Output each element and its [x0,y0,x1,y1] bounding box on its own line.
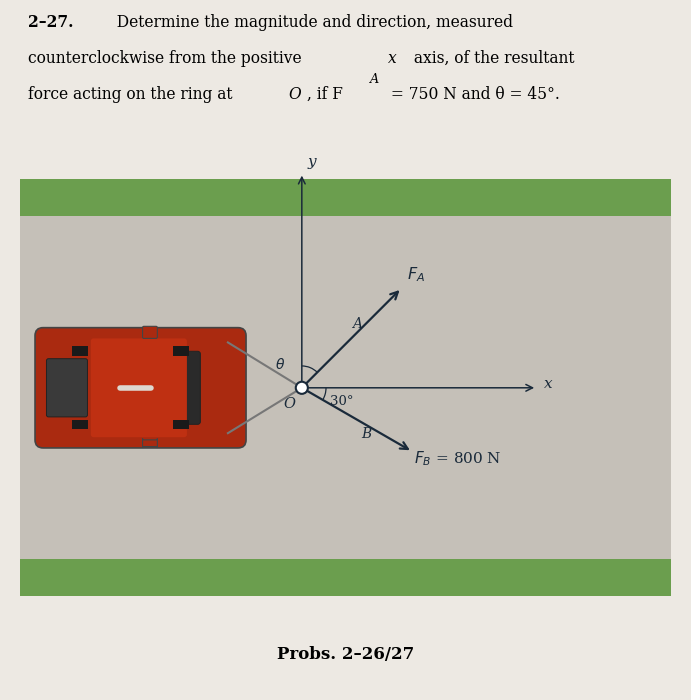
FancyBboxPatch shape [46,358,88,417]
Text: axis, of the resultant: axis, of the resultant [409,50,575,67]
FancyBboxPatch shape [35,328,246,448]
Text: 30°: 30° [330,395,354,407]
Text: $\theta$: $\theta$ [275,357,285,372]
Text: = 750 N and θ = 45°.: = 750 N and θ = 45°. [386,85,560,103]
Text: Determine the magnitude and direction, measured: Determine the magnitude and direction, m… [107,14,513,32]
Text: O: O [288,85,301,103]
Text: , if F: , if F [307,85,343,103]
Text: $F_B$ = 800 N: $F_B$ = 800 N [415,449,502,468]
Text: x: x [544,377,552,391]
Text: A: A [370,73,379,85]
Text: Probs. 2–26/27: Probs. 2–26/27 [277,646,414,663]
Bar [72,346,88,356]
Text: counterclockwise from the positive: counterclockwise from the positive [28,50,306,67]
Text: B: B [361,426,372,440]
Circle shape [296,382,308,394]
Bar [173,420,189,430]
Text: force acting on the ring at: force acting on the ring at [28,85,237,103]
FancyBboxPatch shape [142,326,158,338]
FancyBboxPatch shape [91,338,187,438]
Text: x: x [388,50,397,67]
Bar [72,420,88,430]
Text: O: O [283,397,295,411]
Bar [19,179,672,216]
Bar [19,559,672,596]
Bar [19,216,672,559]
Text: A: A [352,317,362,331]
Text: y: y [307,155,316,169]
Text: 2–27.: 2–27. [28,14,73,32]
Text: $F_A$: $F_A$ [407,265,425,284]
FancyBboxPatch shape [142,438,158,448]
Bar [173,346,189,356]
FancyBboxPatch shape [151,351,200,424]
